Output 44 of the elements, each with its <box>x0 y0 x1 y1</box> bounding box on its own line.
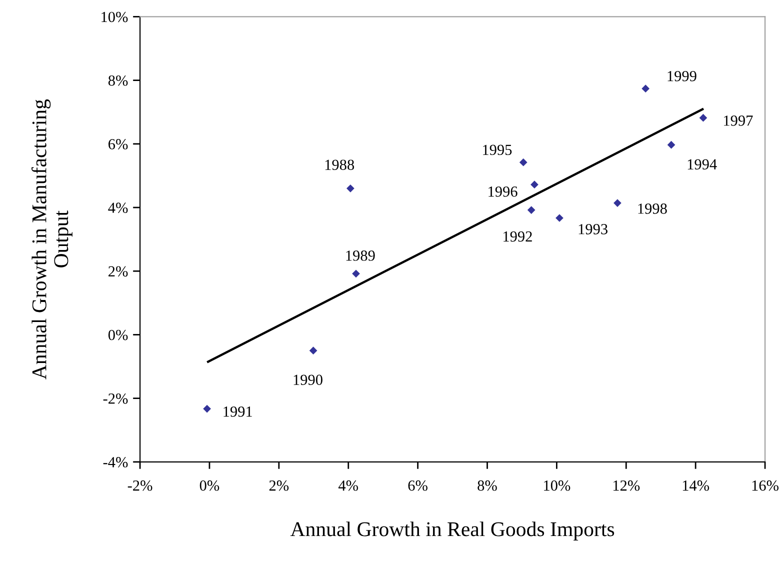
annotation: 1995 <box>483 144 512 156</box>
point <box>309 346 318 355</box>
annotation: 1988 <box>325 160 354 170</box>
x-tick-label: 16% <box>752 480 779 491</box>
point <box>527 206 536 214</box>
y-axis-title: Annual Growth in Manufacturing Output <box>31 99 72 380</box>
annotation: 1993 <box>578 224 608 234</box>
y-tick-label: 0% <box>108 330 128 340</box>
annotation: 1990 <box>294 374 322 385</box>
point <box>556 214 564 222</box>
point <box>519 158 528 166</box>
x-tick-label: 14% <box>682 480 710 491</box>
x-tick-label: -2% <box>128 480 152 491</box>
x-tick-label: 0% <box>200 480 220 491</box>
annotation: 1994 <box>688 159 717 170</box>
point <box>203 404 211 413</box>
point <box>642 84 650 92</box>
point <box>667 140 676 149</box>
y-tick-label: 4% <box>108 202 128 214</box>
point <box>614 199 622 207</box>
annotation: 1989 <box>346 250 375 261</box>
y-tick-label: 10% <box>102 12 128 22</box>
x-tick-label: 6% <box>408 480 428 491</box>
x-tick-label: 8% <box>478 480 497 491</box>
point <box>346 184 354 192</box>
x-tick-label: 10% <box>544 480 570 491</box>
point <box>699 114 708 122</box>
annotation: 1997 <box>724 116 753 126</box>
y-tick-label: -2% <box>103 393 128 404</box>
x-tick-label: 2% <box>269 480 289 491</box>
annotation: 1991 <box>224 406 252 417</box>
y-tick-label: -4% <box>103 457 128 468</box>
point <box>530 180 538 189</box>
annotation: 1998 <box>638 204 667 214</box>
annotation: 1992 <box>504 231 532 242</box>
y-tick-label: 2% <box>108 266 128 277</box>
x-tick-label: 4% <box>338 480 358 491</box>
y-tick-label: 6% <box>108 139 128 150</box>
annotation: 1999 <box>668 71 696 82</box>
x-axis-title: Annual Growth in Real Goods Imports <box>290 522 614 540</box>
y-tick-label: 8% <box>108 75 128 86</box>
annotation: 1996 <box>488 186 518 197</box>
x-tick-label: 12% <box>613 480 640 491</box>
point <box>352 270 360 278</box>
